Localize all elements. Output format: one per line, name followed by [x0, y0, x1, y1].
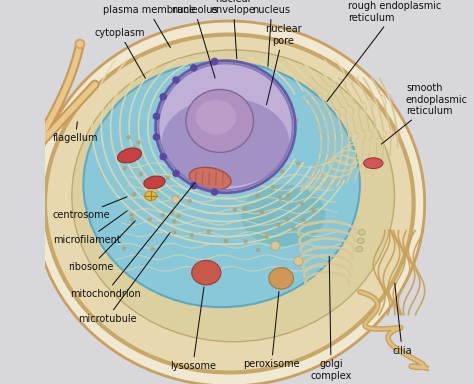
Circle shape — [188, 199, 191, 202]
Circle shape — [312, 209, 315, 212]
Ellipse shape — [196, 100, 236, 134]
Text: nuclear
envelope: nuclear envelope — [211, 0, 255, 59]
Circle shape — [297, 162, 300, 165]
Text: mitochondrion: mitochondrion — [70, 183, 195, 299]
Circle shape — [244, 240, 247, 243]
Ellipse shape — [364, 158, 383, 169]
Circle shape — [302, 218, 305, 222]
Circle shape — [191, 65, 197, 71]
Circle shape — [233, 208, 237, 211]
Circle shape — [154, 134, 160, 140]
Ellipse shape — [144, 176, 165, 189]
Ellipse shape — [158, 63, 292, 190]
Text: ribosome: ribosome — [68, 221, 135, 272]
Circle shape — [145, 194, 148, 197]
Circle shape — [173, 170, 179, 177]
Text: cytoplasm: cytoplasm — [95, 28, 146, 78]
Ellipse shape — [162, 98, 289, 187]
Ellipse shape — [269, 268, 293, 289]
Circle shape — [265, 235, 268, 238]
Circle shape — [279, 197, 282, 200]
Circle shape — [173, 231, 176, 234]
Circle shape — [133, 146, 136, 149]
Circle shape — [171, 210, 173, 214]
Ellipse shape — [189, 167, 231, 190]
Circle shape — [151, 248, 154, 251]
Circle shape — [172, 196, 179, 204]
Ellipse shape — [34, 21, 425, 384]
Circle shape — [207, 230, 210, 233]
Circle shape — [287, 194, 290, 197]
Circle shape — [173, 220, 176, 223]
Circle shape — [77, 41, 82, 46]
Text: golgi
complex: golgi complex — [310, 256, 352, 381]
Circle shape — [256, 248, 260, 252]
Circle shape — [160, 94, 166, 100]
Ellipse shape — [145, 191, 157, 200]
Circle shape — [191, 182, 197, 189]
Text: nucleus: nucleus — [253, 5, 291, 66]
Circle shape — [271, 185, 274, 189]
Circle shape — [211, 58, 218, 65]
Ellipse shape — [118, 148, 141, 163]
Circle shape — [131, 147, 134, 150]
Text: centrosome: centrosome — [53, 197, 127, 220]
Text: smooth
endoplasmic
reticulum: smooth endoplasmic reticulum — [381, 83, 468, 144]
Text: nucleolus: nucleolus — [172, 5, 218, 78]
Circle shape — [281, 170, 284, 173]
Circle shape — [139, 172, 143, 175]
Text: microtubule: microtubule — [78, 233, 170, 324]
Circle shape — [133, 193, 136, 196]
Circle shape — [243, 207, 246, 210]
Circle shape — [154, 113, 160, 119]
Text: cilia: cilia — [392, 283, 412, 356]
Circle shape — [271, 241, 280, 250]
Ellipse shape — [241, 184, 325, 246]
Circle shape — [286, 218, 289, 221]
Circle shape — [146, 182, 149, 185]
Text: plasma membrane: plasma membrane — [102, 5, 195, 48]
Circle shape — [127, 136, 130, 139]
Circle shape — [173, 77, 179, 83]
Text: microfilament: microfilament — [53, 211, 127, 245]
Circle shape — [161, 214, 164, 217]
Circle shape — [137, 141, 140, 144]
Circle shape — [130, 218, 134, 221]
Circle shape — [211, 189, 218, 195]
Circle shape — [277, 223, 280, 227]
Circle shape — [224, 239, 228, 242]
Ellipse shape — [83, 61, 360, 307]
Circle shape — [160, 154, 166, 160]
Ellipse shape — [191, 260, 221, 285]
Ellipse shape — [358, 230, 365, 235]
Circle shape — [301, 202, 304, 205]
Circle shape — [148, 187, 157, 197]
Circle shape — [294, 257, 303, 266]
Ellipse shape — [357, 238, 364, 243]
Text: lysosome: lysosome — [170, 287, 216, 371]
Ellipse shape — [45, 35, 414, 372]
Ellipse shape — [72, 50, 394, 342]
Ellipse shape — [356, 247, 363, 252]
Circle shape — [190, 233, 193, 237]
Circle shape — [123, 247, 126, 250]
Text: peroxisome: peroxisome — [243, 291, 300, 369]
Circle shape — [75, 39, 84, 48]
Circle shape — [295, 119, 298, 122]
Circle shape — [256, 194, 259, 197]
Text: nuclear
pore: nuclear pore — [265, 25, 301, 105]
Ellipse shape — [186, 89, 254, 152]
Text: flagellum: flagellum — [53, 122, 98, 143]
Circle shape — [260, 210, 264, 213]
Circle shape — [292, 226, 295, 229]
Circle shape — [148, 218, 151, 221]
Circle shape — [130, 213, 133, 216]
Circle shape — [123, 167, 126, 170]
Circle shape — [177, 215, 180, 218]
Circle shape — [166, 176, 170, 179]
Text: rough endoplasmic
reticulum: rough endoplasmic reticulum — [327, 2, 442, 101]
